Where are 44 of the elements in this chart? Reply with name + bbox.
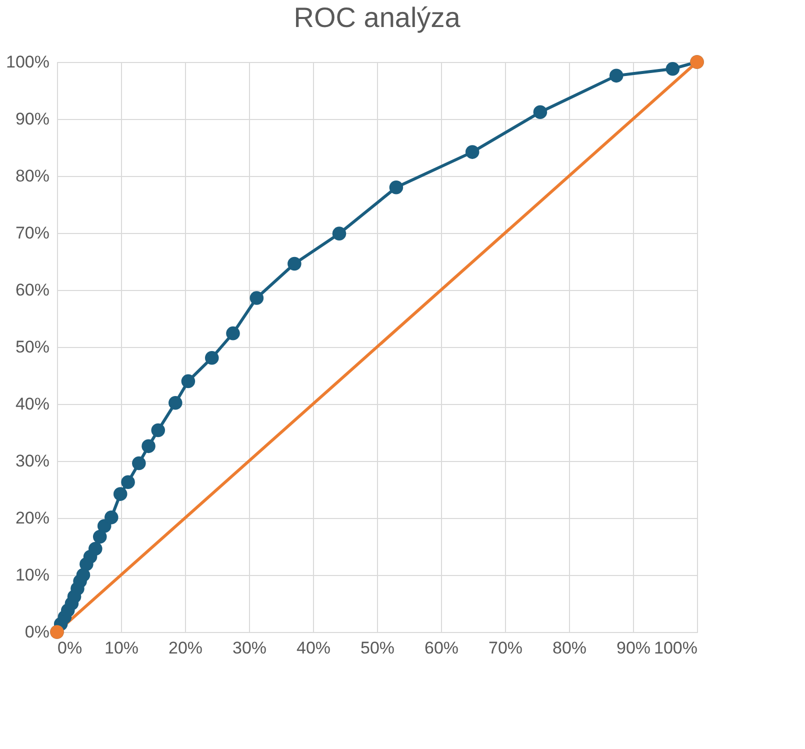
point — [533, 105, 548, 120]
point — [121, 475, 135, 489]
y-tick-label: 40% — [15, 394, 50, 414]
point — [181, 374, 196, 388]
x-tick-label: 60% — [424, 638, 459, 658]
chart-title: ROC analýza — [294, 2, 461, 33]
point — [226, 326, 240, 340]
point — [92, 530, 107, 544]
point — [151, 423, 166, 438]
y-tick-label: 100% — [6, 52, 50, 72]
y-tick-label: 30% — [15, 452, 50, 470]
x-tick-label: 90% — [616, 638, 651, 658]
x-tick-label: 70% — [488, 638, 523, 658]
point — [104, 510, 118, 524]
point — [465, 145, 480, 159]
point — [168, 396, 182, 410]
y-tick-label: 0% — [24, 622, 50, 642]
point — [88, 542, 102, 556]
point — [132, 456, 146, 470]
y-tick-label: 50% — [15, 338, 50, 356]
point — [204, 350, 219, 365]
point — [113, 487, 128, 501]
x-tick-label: 50% — [360, 638, 395, 658]
y-tick-label: 80% — [15, 166, 50, 186]
y-tick-label: 60% — [15, 280, 50, 300]
x-tick-label: 80% — [552, 638, 587, 658]
x-tick-label: 40% — [296, 638, 331, 658]
point — [609, 68, 624, 83]
y-tick-label: 70% — [15, 224, 50, 242]
point — [389, 180, 404, 194]
x-tick-label: 30% — [232, 638, 267, 658]
point — [288, 256, 302, 271]
x-tick-label: 100% — [654, 638, 698, 658]
y-tick-label: 90% — [15, 110, 50, 128]
y-tick-label: 10% — [15, 566, 50, 584]
x-tick-label: 0% — [58, 638, 82, 658]
x-tick-label: 10% — [104, 638, 139, 658]
point — [76, 568, 90, 582]
y-tick-label: 20% — [15, 508, 50, 528]
point — [332, 226, 346, 240]
point — [142, 439, 156, 454]
point — [666, 62, 680, 76]
x-tick-label: 20% — [168, 638, 203, 658]
point — [250, 291, 264, 305]
